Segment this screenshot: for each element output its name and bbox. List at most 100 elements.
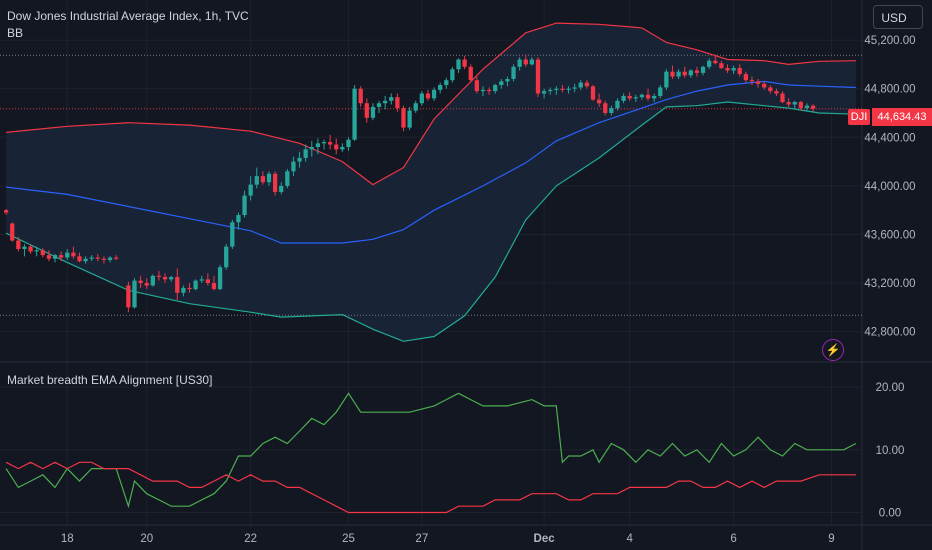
candle-body [462, 59, 467, 67]
candle-body [584, 82, 590, 87]
candle-body [205, 279, 210, 284]
candle-body [798, 102, 804, 109]
candle-body [297, 157, 302, 162]
candle-body [132, 280, 137, 308]
candle-body [493, 85, 498, 92]
candle-body [792, 102, 797, 105]
breadth-pane: 20.00 10.00 0.00 [0, 382, 932, 526]
candle-body [175, 276, 180, 293]
candle-body [248, 184, 253, 196]
candle-body [65, 252, 70, 258]
candle-body [89, 257, 94, 259]
candle-body [535, 59, 541, 94]
candle-body [309, 146, 314, 150]
candle-body [627, 95, 632, 99]
candle-body [230, 222, 235, 247]
candle-body [364, 103, 369, 118]
candle-body [3, 210, 9, 213]
breadth-series-line [5, 461, 856, 514]
candle-body [395, 97, 400, 109]
candle-body [639, 94, 645, 98]
candle-body [334, 144, 339, 150]
currency-button[interactable]: USD [873, 5, 923, 29]
candle-body [743, 74, 748, 81]
time-tick-label: 6 [730, 533, 736, 545]
lightning-icon[interactable]: ⚡ [822, 339, 844, 361]
candle-body [291, 161, 296, 172]
candle-body [419, 93, 424, 104]
candle-body [407, 110, 412, 128]
candle-body [16, 240, 21, 250]
breadth-indicator-title[interactable]: Market breadth EMA Alignment [US30] [7, 373, 213, 387]
candle-body [768, 87, 773, 92]
candle-body [34, 250, 39, 252]
candle-body [346, 139, 351, 147]
candle-body [523, 59, 528, 65]
bb-upper-line [6, 22, 856, 186]
candle-body [560, 88, 565, 90]
candle-body [272, 173, 278, 192]
candle-body [707, 60, 712, 67]
candle-body [150, 275, 155, 286]
candle-body [615, 100, 620, 109]
candle-body [719, 63, 724, 69]
candle-body [431, 89, 437, 99]
breadth-tick-label: 0.00 [879, 507, 901, 519]
candle-body [548, 89, 553, 92]
candle-body [456, 59, 461, 70]
candle-body [688, 70, 693, 76]
candle-body [762, 83, 767, 88]
breadth-series-line [5, 392, 857, 509]
candle-body [590, 86, 596, 100]
candle-body [40, 250, 45, 256]
candle-body [517, 59, 522, 67]
candle-body [95, 257, 100, 259]
candle-body [438, 85, 443, 90]
candle-body [58, 255, 64, 258]
candle-body [749, 80, 755, 82]
breadth-tick-label: 20.00 [876, 382, 905, 394]
candle-body [156, 275, 162, 277]
candle-body [107, 257, 113, 260]
time-tick-label: 9 [828, 533, 834, 545]
candle-body [694, 70, 700, 73]
candle-body [658, 87, 663, 96]
candle-body [352, 88, 357, 140]
candle-body [652, 95, 657, 99]
candle-body [596, 99, 602, 104]
candle-body [144, 283, 149, 286]
candle-body [114, 257, 119, 259]
candle-body [162, 276, 168, 280]
bb-band-fill [6, 23, 856, 342]
candle-body [755, 81, 761, 84]
candle-body [199, 279, 204, 281]
indicator-label-bb[interactable]: BB [7, 26, 24, 40]
candle-body [682, 71, 687, 76]
price-tick-label: 45,200.00 [864, 35, 915, 47]
candle-body [193, 280, 198, 290]
candle-body [676, 71, 681, 77]
candle-body [187, 287, 192, 290]
candle-body [28, 246, 33, 252]
candle-body [499, 81, 504, 86]
candle-body [211, 283, 217, 290]
candle-body [774, 91, 779, 94]
candle-body [609, 108, 614, 113]
candle-body [224, 246, 229, 268]
candle-body [181, 287, 186, 293]
candle-body [327, 142, 333, 145]
price-tick-label: 43,600.00 [864, 229, 915, 241]
candle-body [621, 95, 626, 101]
candle-body [101, 258, 107, 260]
candle-body [554, 88, 559, 90]
time-tick-label: 27 [415, 533, 428, 545]
time-tick-label: 25 [342, 533, 355, 545]
candle-body [169, 276, 174, 280]
candle-body [713, 60, 718, 64]
candle-body [786, 102, 791, 105]
symbol-tag: DJI [848, 109, 870, 125]
candle-body [358, 88, 363, 104]
price-tick-label: 42,800.00 [864, 327, 915, 339]
time-axis: 18 20 22 25 27 Dec 4 6 9 [61, 533, 835, 545]
